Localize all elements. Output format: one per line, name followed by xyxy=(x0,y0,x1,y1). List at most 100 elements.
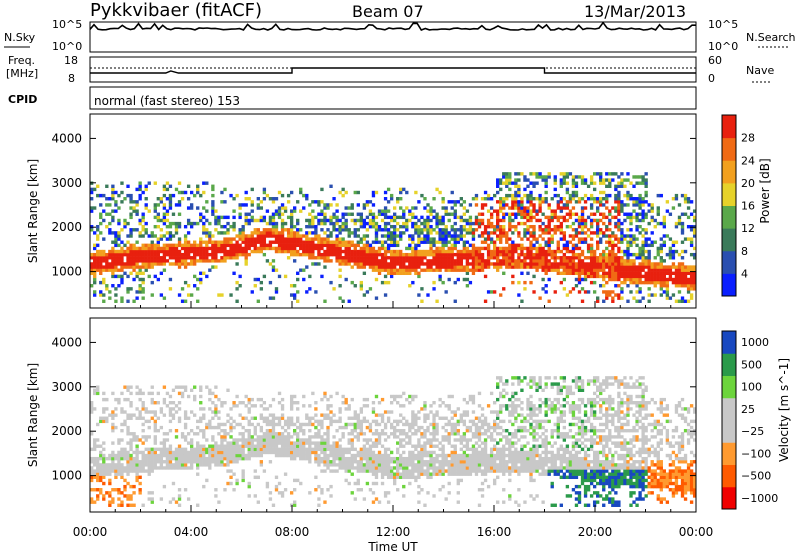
velocity-cell xyxy=(174,447,179,452)
power-cell xyxy=(426,262,430,266)
power-cell xyxy=(414,206,418,210)
power-cell xyxy=(505,197,509,201)
power-cell xyxy=(202,252,206,257)
velocity-cell xyxy=(253,404,257,408)
power-cell xyxy=(602,252,606,257)
power-cell xyxy=(202,228,206,232)
power-cell xyxy=(365,234,370,238)
velocity-cell xyxy=(362,450,367,455)
velocity-cell xyxy=(220,441,224,445)
velocity-cell xyxy=(232,450,236,455)
power-cell xyxy=(180,287,185,291)
power-cell xyxy=(692,277,697,282)
power-cell xyxy=(268,228,273,232)
power-cell xyxy=(417,224,421,229)
power-cell xyxy=(659,274,663,279)
velocity-cell xyxy=(417,410,421,414)
power-cell xyxy=(405,246,409,251)
velocity-cell xyxy=(302,447,306,452)
velocity-cell xyxy=(350,432,354,436)
power-cell xyxy=(650,274,654,279)
velocity-cell xyxy=(386,410,391,414)
power-cell xyxy=(583,262,588,266)
power-cell xyxy=(520,172,524,176)
power-cell xyxy=(205,259,209,263)
power-colorbar-tick: 16 xyxy=(741,200,755,213)
power-cell xyxy=(623,274,627,279)
velocity-cell xyxy=(189,453,194,458)
velocity-cell xyxy=(289,394,294,399)
velocity-cell xyxy=(189,444,194,448)
velocity-cell xyxy=(350,441,354,445)
velocity-cell xyxy=(162,413,167,417)
velocity-cell xyxy=(356,435,360,439)
velocity-cell xyxy=(408,441,412,445)
power-cell xyxy=(111,218,115,223)
power-cell xyxy=(380,218,385,223)
power-cell xyxy=(514,262,518,266)
velocity-cell xyxy=(99,444,103,448)
power-cell xyxy=(396,200,400,204)
power-cell xyxy=(162,218,167,223)
power-cell xyxy=(541,221,545,226)
power-cell xyxy=(502,206,506,210)
power-cell xyxy=(529,234,533,238)
velocity-cell xyxy=(223,456,227,461)
velocity-cell xyxy=(256,397,260,402)
power-cell xyxy=(459,218,463,223)
velocity-cell xyxy=(329,404,333,408)
power-cell xyxy=(553,231,557,235)
velocity-cell xyxy=(253,432,257,436)
velocity-cell xyxy=(374,481,379,486)
power-cell xyxy=(429,240,433,244)
velocity-cell xyxy=(296,435,300,439)
power-cell xyxy=(202,224,206,229)
power-cell xyxy=(589,246,594,251)
power-cell xyxy=(441,228,445,232)
velocity-cell xyxy=(374,438,379,442)
power-cell xyxy=(599,200,603,204)
power-cell xyxy=(223,256,227,260)
power-cell xyxy=(520,200,524,204)
power-cell xyxy=(617,259,621,263)
velocity-cell xyxy=(356,422,360,427)
velocity-cell xyxy=(329,469,333,473)
velocity-cell xyxy=(174,466,179,470)
power-cell xyxy=(580,249,585,254)
power-cell xyxy=(514,190,518,195)
power-cell xyxy=(332,212,336,216)
power-cell xyxy=(489,231,494,235)
power-cell xyxy=(489,252,494,257)
power-cell xyxy=(408,237,412,241)
velocity-cell xyxy=(193,450,197,455)
power-cell xyxy=(514,243,518,248)
power-cell xyxy=(535,212,539,216)
power-cell xyxy=(396,221,400,226)
velocity-cell xyxy=(144,469,148,473)
power-cell xyxy=(665,296,670,300)
power-cell xyxy=(623,277,627,282)
power-cell xyxy=(389,234,394,238)
power-cell xyxy=(171,193,176,198)
power-cell xyxy=(526,228,530,232)
velocity-cell xyxy=(171,413,176,417)
power-cell xyxy=(135,187,139,192)
power-cell xyxy=(383,280,388,285)
power-cell xyxy=(296,218,300,223)
power-cell xyxy=(96,259,100,263)
power-cell xyxy=(280,240,285,244)
power-cell xyxy=(332,221,336,226)
velocity-cell xyxy=(414,432,418,436)
power-cell xyxy=(414,252,418,257)
power-cell xyxy=(305,193,309,198)
power-cell xyxy=(580,215,585,220)
power-cell xyxy=(341,212,345,216)
power-cell xyxy=(662,234,666,238)
velocity-cell xyxy=(305,413,309,417)
velocity-cell xyxy=(323,469,327,473)
power-cell xyxy=(620,249,624,254)
velocity-cell xyxy=(353,447,357,452)
power-cell xyxy=(156,224,160,229)
velocity-cell xyxy=(117,438,121,442)
power-cell xyxy=(626,203,630,207)
